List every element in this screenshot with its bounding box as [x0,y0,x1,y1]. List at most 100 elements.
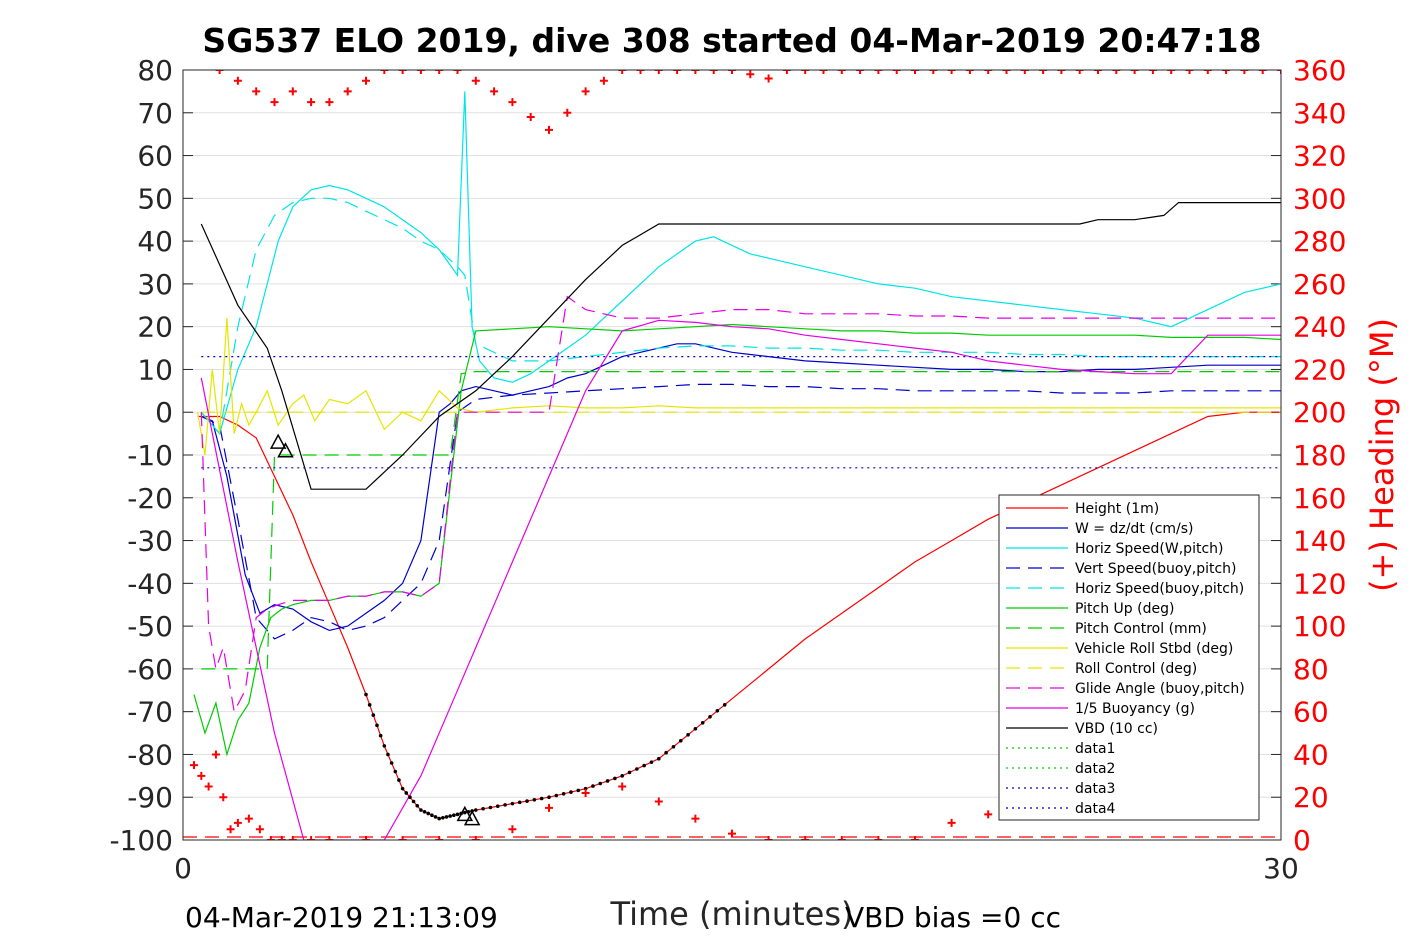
legend-box [998,494,1260,821]
heading-point [1167,70,1176,74]
left-tick-label: 10 [137,353,173,386]
height-sample-dot [411,799,416,804]
right-tick-label: 300 [1293,182,1346,215]
right-tick-label: 320 [1293,140,1346,173]
footer-timestamp: 04-Mar-2019 21:13:09 [185,901,498,934]
heading-point [435,836,444,840]
heading-point [325,836,334,840]
right-tick-label: 200 [1293,396,1346,429]
height-sample-dot [569,790,573,794]
heading-point [563,108,572,117]
height-sample-dot [364,692,368,697]
heading-point [947,818,956,827]
left-tick-label: -70 [127,696,173,729]
series-line-vert-speed-buoy-pitch- [201,383,1281,640]
heading-point [654,797,663,806]
height-sample-dot [422,809,427,814]
legend-label: 1/5 Buoyancy (g) [1075,701,1195,717]
heading-point [233,818,242,827]
heading-point [226,825,235,834]
series-line-glide-angle-buoy-pitch- [200,295,1281,714]
series-line-vehicle-roll-stbd-deg- [197,318,1281,456]
heading-point [728,829,736,838]
heading-point [471,76,480,85]
heading-point [255,825,264,834]
heading-point [471,836,480,840]
height-sample-dot [539,796,544,801]
heading-point [673,70,682,74]
heading-point [435,70,444,74]
series-line-1-5-buoyancy-g- [200,319,1281,840]
heading-point [1240,70,1249,74]
triangle-marker [277,442,294,458]
axes-box [182,69,1282,841]
height-sample-dot [686,732,690,737]
height-sample-dot [635,767,639,771]
height-sample-dot [455,812,460,817]
height-sample-dot [715,709,720,713]
right-tick-label: 80 [1293,653,1329,686]
legend-label: W = dz/dt (cm/s) [1075,521,1194,537]
height-sample-dot [400,786,405,791]
heading-point [801,836,810,840]
height-sample-dot [448,814,452,818]
left-tick-label: 60 [137,140,173,173]
heading-point [911,836,919,840]
height-sample-dot [693,726,698,731]
legend-label: Vehicle Roll Stbd (deg) [1075,641,1233,657]
height-sample-dot [386,752,390,757]
heading-point [581,87,590,96]
heading-point [837,836,846,840]
height-sample-dot [576,788,581,793]
x-axis-ticks: 0 30 [174,830,1299,885]
left-tick-label: -90 [127,781,173,814]
heading-point [1075,70,1084,74]
heading-point [1148,70,1157,74]
heading-point [1203,70,1212,74]
heading-point [856,70,865,74]
height-sample-dot [452,813,456,817]
right-tick-label: 100 [1293,610,1346,643]
height-sample-dot [397,778,401,782]
heading-point [204,782,213,791]
legend-label: Horiz Speed(W,pitch) [1075,541,1223,557]
height-sample-dot [547,795,551,800]
height-sample-dot [722,703,727,707]
height-sample-dot [708,715,712,719]
heading-point [654,70,663,74]
legend-label: Glide Angle (buoy,pitch) [1075,681,1245,697]
heading-point [691,814,700,823]
right-tick-label: 280 [1293,225,1346,258]
triangle-marker [456,805,474,822]
heading-point [892,70,901,74]
height-sample-dot [378,733,383,738]
heading-point [1039,70,1048,74]
heading-point [288,87,297,96]
right-tick-label: 260 [1293,268,1346,301]
heading-point [1057,70,1066,74]
heading-point [325,98,334,107]
heading-point [1185,70,1194,74]
left-tick-label: 20 [137,311,173,344]
heading-point [1222,70,1231,74]
series-line-vbd-10-cc- [200,202,1281,490]
heading-point [211,750,220,759]
series-line-height-1m- [197,411,1281,820]
heading-point [911,70,919,74]
x-tick-label: 30 [1263,852,1299,885]
height-sample-dot [678,738,683,743]
height-sample-dot [700,720,705,725]
height-sample-dot [444,815,449,819]
heading-point [266,836,275,840]
heading-point [618,70,627,74]
heading-point [764,836,773,840]
left-tick-label: -40 [127,567,173,600]
left-tick-label: 80 [137,54,173,87]
legend-label: Vert Speed(buoy,pitch) [1075,561,1237,577]
heading-point [508,98,517,107]
heading-point [782,70,791,74]
heading-point [965,70,974,74]
left-tick-label: -60 [127,653,173,686]
heading-point [252,87,261,96]
